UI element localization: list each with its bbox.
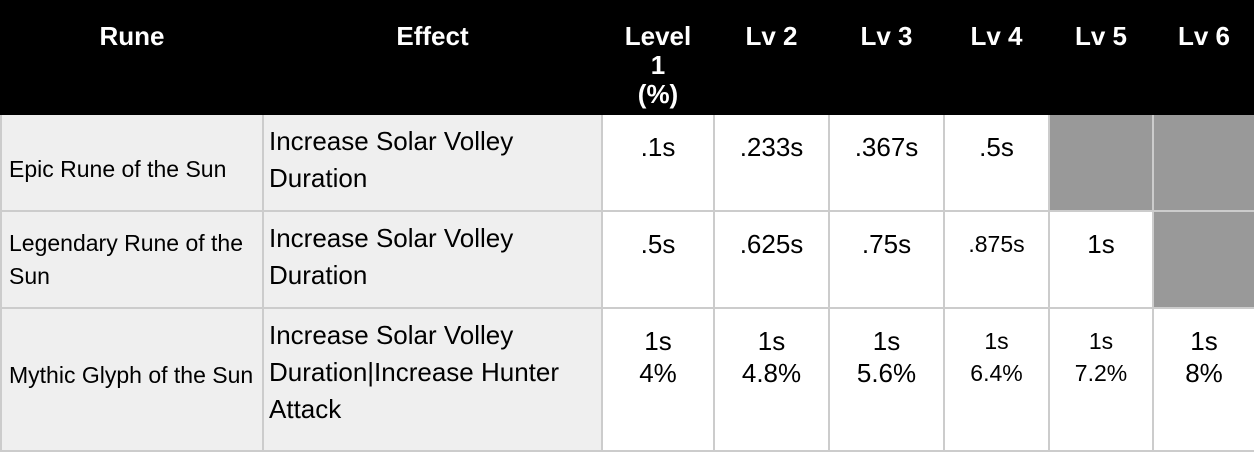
- header-rune-label: Rune: [99, 21, 165, 51]
- level-2-cell: 1s 4.8%: [713, 307, 830, 452]
- header-lv-6-label: Lv 6: [1177, 21, 1231, 51]
- level-1-cell: .5s: [601, 210, 715, 309]
- header-rune: Rune: [0, 0, 264, 115]
- level-6-cell-empty: [1152, 210, 1254, 309]
- header-lv-5: Lv 5: [1048, 0, 1154, 115]
- header-effect-label: Effect: [396, 21, 469, 51]
- level-3-cell: 1s 5.6%: [828, 307, 945, 452]
- header-row: Rune Effect Level 1 (%) Lv 2 Lv 3 Lv 4 L…: [0, 0, 1254, 115]
- level-4-cell: 1s 6.4%: [943, 307, 1050, 452]
- header-lv-3-label: Lv 3: [860, 21, 913, 51]
- table-row: Legendary Rune of the Sun Increase Solar…: [0, 210, 1254, 309]
- table-row: Epic Rune of the Sun Increase Solar Voll…: [0, 113, 1254, 212]
- rune-name-cell: Epic Rune of the Sun: [0, 113, 264, 212]
- effect-cell: Increase Solar Volley Duration|Increase …: [262, 307, 603, 452]
- header-lv-5-label: Lv 5: [1074, 21, 1128, 51]
- level-6-cell-empty: [1152, 113, 1254, 212]
- level-5-cell-empty: [1048, 113, 1154, 212]
- header-lv-4: Lv 4: [943, 0, 1050, 115]
- level-5-cell: 1s 7.2%: [1048, 307, 1154, 452]
- level-1-cell: 1s 4%: [601, 307, 715, 452]
- level-5-cell: 1s: [1048, 210, 1154, 309]
- header-lv-2-label: Lv 2: [745, 21, 798, 51]
- header-level-1-label: Level 1 (%): [624, 21, 692, 109]
- level-2-cell: .233s: [713, 113, 830, 212]
- effect-cell: Increase Solar Volley Duration: [262, 113, 603, 212]
- header-level-1: Level 1 (%): [601, 0, 715, 115]
- rune-name-cell: Mythic Glyph of the Sun: [0, 307, 264, 452]
- effect-cell: Increase Solar Volley Duration: [262, 210, 603, 309]
- level-3-cell: .367s: [828, 113, 945, 212]
- level-3-cell: .75s: [828, 210, 945, 309]
- header-lv-2: Lv 2: [713, 0, 830, 115]
- rune-name-cell: Legendary Rune of the Sun: [0, 210, 264, 309]
- header-effect: Effect: [262, 0, 603, 115]
- level-6-cell: 1s 8%: [1152, 307, 1254, 452]
- level-2-cell: .625s: [713, 210, 830, 309]
- table-row: Mythic Glyph of the Sun Increase Solar V…: [0, 307, 1254, 452]
- level-4-cell: .5s: [943, 113, 1050, 212]
- header-lv-3: Lv 3: [828, 0, 945, 115]
- level-4-cell: .875s: [943, 210, 1050, 309]
- header-lv-4-label: Lv 4: [970, 21, 1023, 51]
- header-lv-6: Lv 6: [1152, 0, 1254, 115]
- level-1-cell: .1s: [601, 113, 715, 212]
